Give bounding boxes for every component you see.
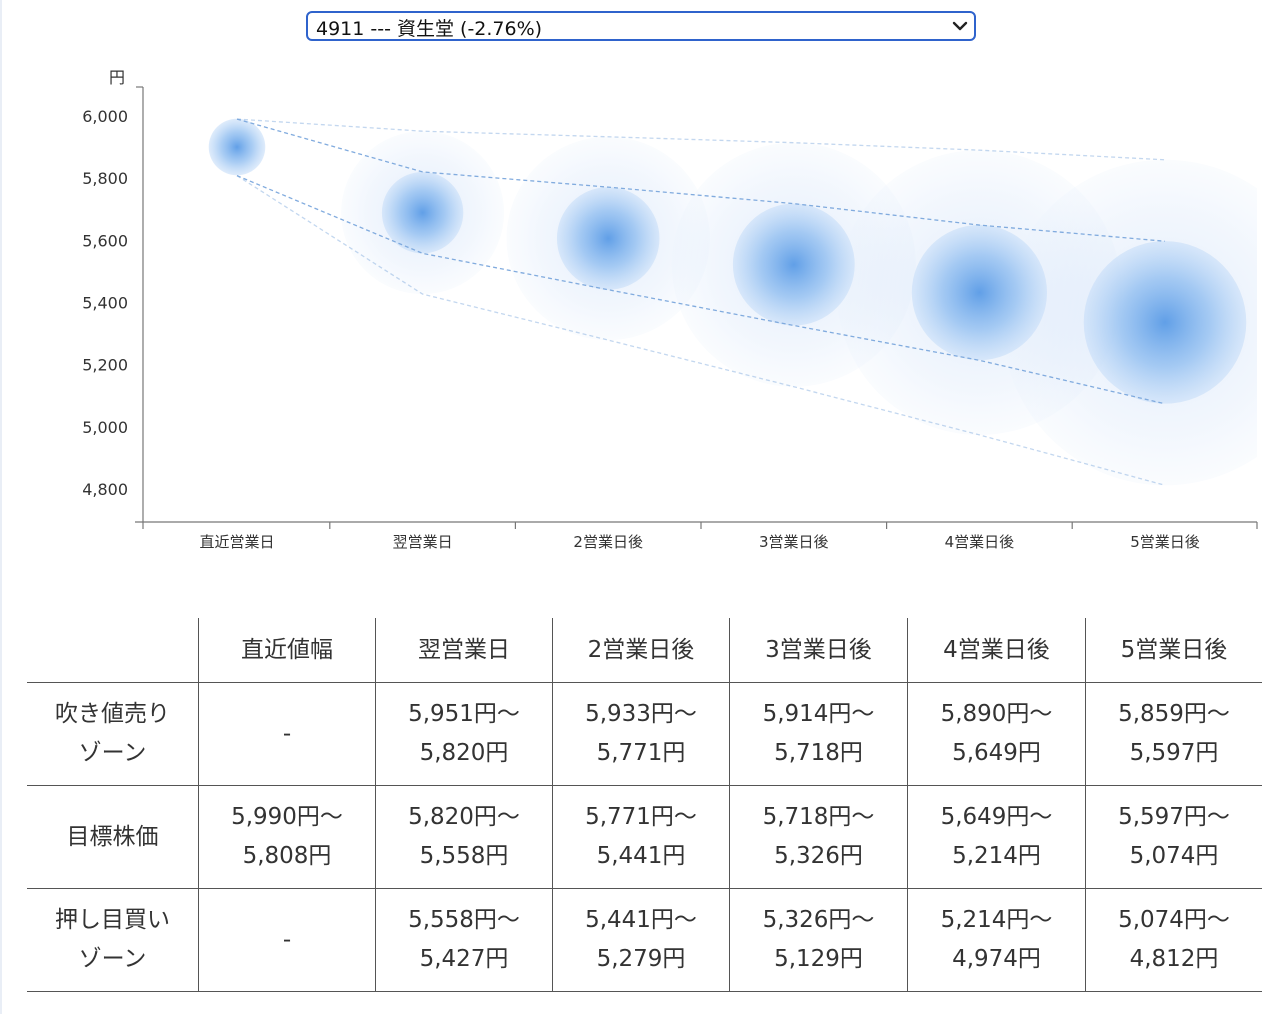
header-cell: 翌営業日 bbox=[375, 618, 553, 683]
table-cell: 5,951円〜 5,820円 bbox=[375, 682, 553, 786]
y-tick-label: 5,000 bbox=[82, 418, 128, 437]
table-cell: 5,718円〜 5,326円 bbox=[729, 785, 908, 889]
price-forecast-chart: 円 6,000 5,800 5,600 5,400 5,200 5,000 4,800 直近営業… bbox=[82, 68, 1258, 551]
table-cell: 5,890円〜 5,649円 bbox=[907, 682, 1086, 786]
target-bubble bbox=[911, 224, 1048, 361]
y-unit-label: 円 bbox=[109, 68, 125, 87]
table-row-target-price: 目標株価 5,990円〜 5,808円 5,820円〜 5,558円 5,771円〜… bbox=[27, 785, 1262, 889]
x-category-label: 翌営業日 bbox=[393, 533, 453, 551]
header-cell: 4営業日後 bbox=[907, 618, 1086, 683]
table-cell: 5,649円〜 5,214円 bbox=[907, 785, 1086, 889]
target-bubble bbox=[1083, 241, 1247, 404]
table-cell: 5,914円〜 5,718円 bbox=[729, 682, 908, 786]
table-cell: 5,326円〜 5,129円 bbox=[729, 888, 908, 992]
range-lower-line bbox=[236, 175, 1166, 486]
header-cell: 2営業日後 bbox=[552, 618, 730, 683]
header-cell: 5営業日後 bbox=[1085, 618, 1262, 683]
chevron-down-icon bbox=[952, 21, 968, 31]
row-label: 吹き値売り ゾーン bbox=[27, 682, 199, 786]
table-cell: 5,441円〜 5,279円 bbox=[552, 888, 730, 992]
table-cell: 5,597円〜 5,074円 bbox=[1085, 785, 1262, 889]
table-cell: - bbox=[198, 682, 376, 786]
table-row-sell-zone: 吹き値売り ゾーン - 5,951円〜 5,820円 5,933円〜 5,771円 … bbox=[27, 682, 1262, 786]
table-cell: 5,558円〜 5,427円 bbox=[375, 888, 553, 992]
header-cell: 3営業日後 bbox=[729, 618, 908, 683]
table-cell: - bbox=[198, 888, 376, 992]
y-tick-label: 5,600 bbox=[82, 231, 128, 250]
target-bubble bbox=[208, 118, 266, 176]
target-upper-line bbox=[236, 118, 1166, 242]
forecast-table: 直近値幅 翌営業日 2営業日後 3営業日後 4営業日後 5営業日後 吹き値売り … bbox=[27, 618, 1262, 992]
table-cell: 5,771円〜 5,441円 bbox=[552, 785, 730, 889]
y-tick-label: 5,800 bbox=[82, 169, 128, 188]
y-tick-label: 5,200 bbox=[82, 356, 128, 375]
x-category-label: 5営業日後 bbox=[1130, 533, 1200, 551]
stock-select-value: 4911 --- 資生堂 (-2.76%) bbox=[316, 18, 543, 40]
target-lower-line bbox=[236, 175, 1166, 405]
target-bubble bbox=[381, 171, 464, 254]
table-cell: 5,933円〜 5,771円 bbox=[552, 682, 730, 786]
table-cell: 5,820円〜 5,558円 bbox=[375, 785, 553, 889]
range-upper-line bbox=[236, 118, 1166, 161]
table-cell: 5,214円〜 4,974円 bbox=[907, 888, 1086, 992]
table-row-buy-zone: 押し目買い ゾーン - 5,558円〜 5,427円 5,441円〜 5,279円 … bbox=[27, 888, 1262, 992]
table-cell: 5,074円〜 4,812円 bbox=[1085, 888, 1262, 992]
target-bubble bbox=[732, 203, 855, 326]
table-header-row: 直近値幅 翌営業日 2営業日後 3営業日後 4営業日後 5営業日後 bbox=[27, 618, 1262, 683]
y-tick-label: 4,800 bbox=[82, 480, 128, 499]
y-tick-label: 6,000 bbox=[82, 107, 128, 126]
page-left-rule bbox=[0, 0, 2, 1014]
row-label: 押し目買い ゾーン bbox=[27, 888, 199, 992]
table-cell: 5,859円〜 5,597円 bbox=[1085, 682, 1262, 786]
x-category-label: 3営業日後 bbox=[759, 533, 829, 551]
target-bubble bbox=[556, 187, 660, 290]
row-label: 目標株価 bbox=[27, 785, 199, 889]
x-category-label: 直近営業日 bbox=[199, 533, 274, 551]
header-cell-empty bbox=[27, 618, 199, 683]
y-tick-label: 5,400 bbox=[82, 293, 128, 312]
x-category-label: 4営業日後 bbox=[945, 533, 1015, 551]
x-category-label: 2営業日後 bbox=[573, 533, 643, 551]
table-cell: 5,990円〜 5,808円 bbox=[198, 785, 376, 889]
stock-select[interactable]: 4911 --- 資生堂 (-2.76%) bbox=[306, 11, 976, 41]
header-cell: 直近値幅 bbox=[198, 618, 376, 683]
